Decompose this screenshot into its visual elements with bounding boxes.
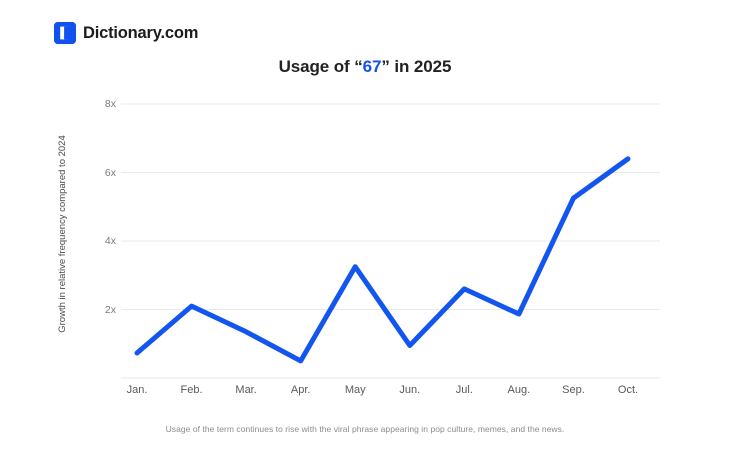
series-line [134,156,631,364]
chart-caption: Usage of the term continues to rise with… [165,424,565,434]
dictionary-logo-icon [54,22,76,44]
y-tick-label: 6x [104,166,116,179]
x-tick-label: Jul. [455,384,473,396]
x-tick-label: Mar. [235,384,257,396]
x-tick-label: Apr. [290,384,311,396]
x-tick-label: Oct. [617,384,639,396]
x-tick-label: Sep. [562,384,585,396]
title-term: 67 [362,57,382,76]
x-tick-label: May [344,384,366,396]
y-tick-label: 8x [104,98,116,110]
x-tick-label: Jun. [399,384,421,396]
x-tick-label: Jan. [126,384,148,396]
title-suffix: ” in 2025 [381,57,452,76]
y-tick-label: 4x [104,235,116,247]
title-prefix: Usage of “ [278,57,363,76]
y-axis-ticks: 2x 4x 6x 8x [82,0,116,457]
x-tick-label: Aug. [507,384,531,396]
page-title: Usage of “67” in 2025 [0,57,730,77]
x-axis-ticks: Jan. Feb. Mar. Apr. May Jun. Jul. Aug. Sep. Oct. [0,385,730,401]
brand-name: Dictionary.com [83,23,199,42]
x-tick-label: Feb. [180,384,203,396]
y-tick-label: 2x [104,303,116,316]
brand-logo[interactable]: Dictionary.com [54,22,198,44]
